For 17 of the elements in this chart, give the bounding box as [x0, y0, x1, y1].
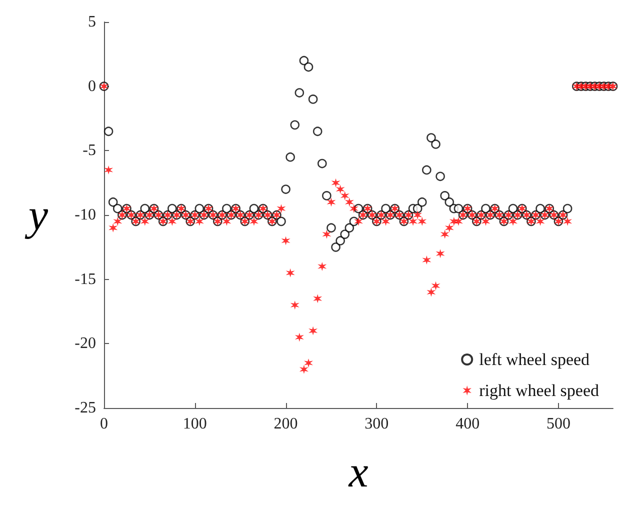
y-tick-label: -10	[74, 206, 96, 224]
x-tick-label: 400	[456, 416, 480, 432]
x-axis-title: x	[348, 448, 369, 496]
x-tick-label: 300	[364, 416, 389, 432]
y-tick-label: 5	[88, 14, 96, 30]
legend-label: right wheel speed	[479, 381, 600, 400]
y-tick-label: -25	[74, 400, 96, 416]
y-tick-label: 0	[88, 78, 96, 95]
x-tick-label: 200	[274, 416, 298, 432]
y-tick-label: -15	[74, 270, 96, 288]
x-tick-label: 0	[100, 416, 108, 432]
x-tick-label: 100	[182, 416, 207, 432]
y-tick-label: -20	[74, 335, 96, 352]
legend-label: left wheel speed	[479, 350, 590, 369]
y-tick-label: -5	[82, 142, 96, 160]
y-axis-title: y	[24, 190, 48, 240]
x-tick-label: 500	[546, 416, 570, 432]
